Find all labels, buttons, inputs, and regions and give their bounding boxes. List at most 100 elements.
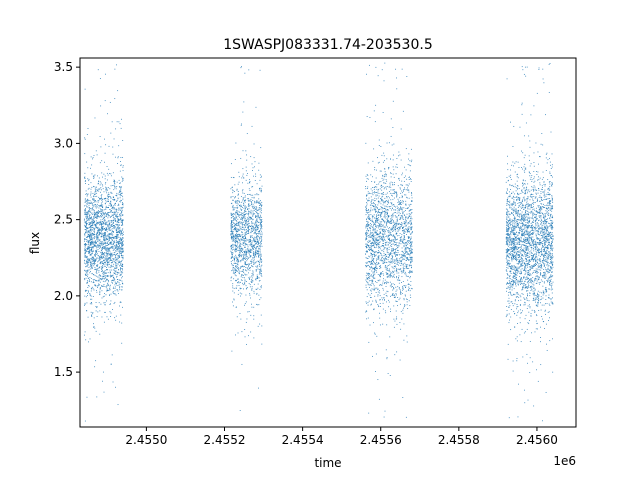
data-point <box>93 229 95 231</box>
data-point <box>87 214 89 216</box>
data-point <box>250 200 251 202</box>
data-point <box>410 221 412 223</box>
data-point <box>93 219 94 221</box>
data-point <box>87 206 89 208</box>
data-point <box>238 269 240 271</box>
data-point <box>95 236 97 238</box>
data-point <box>387 236 389 238</box>
data-point <box>381 196 383 198</box>
data-point <box>120 212 122 214</box>
data-point <box>102 243 104 245</box>
data-point <box>87 231 89 232</box>
data-point <box>98 257 100 259</box>
data-point <box>107 247 109 249</box>
data-point <box>84 202 86 203</box>
data-point <box>255 220 257 222</box>
data-point <box>87 264 89 266</box>
data-point <box>105 258 107 260</box>
data-point <box>236 221 238 223</box>
data-point <box>101 201 103 203</box>
data-point <box>245 220 247 222</box>
data-point <box>99 229 101 231</box>
data-point <box>383 293 385 295</box>
data-point <box>239 245 241 247</box>
data-point <box>237 246 239 248</box>
data-point <box>397 305 399 307</box>
data-point <box>409 243 411 245</box>
data-point <box>87 290 89 292</box>
data-point <box>396 316 398 318</box>
data-point <box>366 302 368 304</box>
data-point <box>247 257 249 259</box>
data-point <box>232 254 233 256</box>
data-point <box>85 218 87 220</box>
data-point <box>407 240 409 242</box>
data-point <box>85 243 87 245</box>
data-point <box>373 208 375 210</box>
data-point <box>99 229 101 231</box>
data-point <box>107 220 109 222</box>
data-point <box>115 248 117 249</box>
data-point <box>395 229 396 231</box>
data-point <box>110 204 112 206</box>
data-point <box>98 240 100 242</box>
data-point <box>105 286 107 288</box>
data-point <box>100 210 101 212</box>
data-point <box>236 200 238 202</box>
data-point <box>103 246 105 247</box>
data-point <box>95 250 97 252</box>
data-point <box>369 256 371 258</box>
data-point <box>380 245 382 247</box>
data-point <box>370 201 372 203</box>
data-point <box>253 306 255 308</box>
data-point <box>94 200 96 201</box>
data-point <box>94 206 96 208</box>
data-point <box>251 282 253 283</box>
data-point <box>121 265 123 267</box>
data-point <box>254 228 256 230</box>
data-point <box>260 261 262 263</box>
data-point <box>394 236 396 238</box>
data-point <box>392 173 394 175</box>
data-point <box>122 219 124 221</box>
data-point <box>365 265 367 267</box>
data-point <box>240 281 242 283</box>
data-point <box>240 260 242 261</box>
data-point <box>105 294 107 296</box>
data-point <box>116 229 118 231</box>
data-point <box>89 215 91 216</box>
data-point <box>235 217 237 219</box>
data-point <box>242 111 244 113</box>
data-point <box>116 265 118 267</box>
data-point <box>108 225 110 227</box>
data-point <box>234 269 236 271</box>
data-point <box>258 232 260 234</box>
data-point <box>375 209 377 211</box>
data-point <box>244 214 245 216</box>
data-point <box>376 234 378 236</box>
data-point <box>91 253 93 255</box>
data-point <box>115 237 117 239</box>
data-point <box>102 229 104 231</box>
data-point <box>87 199 89 201</box>
data-point <box>89 217 91 219</box>
data-point <box>96 175 98 177</box>
data-point <box>249 254 250 256</box>
data-point <box>248 266 249 268</box>
data-point <box>109 211 111 213</box>
data-point <box>382 186 384 187</box>
data-point <box>404 268 406 270</box>
data-point <box>103 219 105 221</box>
data-point <box>236 260 238 262</box>
data-point <box>244 200 246 202</box>
data-point <box>89 223 91 225</box>
data-point <box>410 148 412 150</box>
data-point <box>392 276 393 278</box>
data-point <box>260 274 262 276</box>
data-point <box>378 306 380 308</box>
data-point <box>238 235 240 237</box>
data-point <box>105 235 107 236</box>
data-point <box>119 241 120 243</box>
data-point <box>92 279 94 280</box>
data-point <box>241 279 243 281</box>
